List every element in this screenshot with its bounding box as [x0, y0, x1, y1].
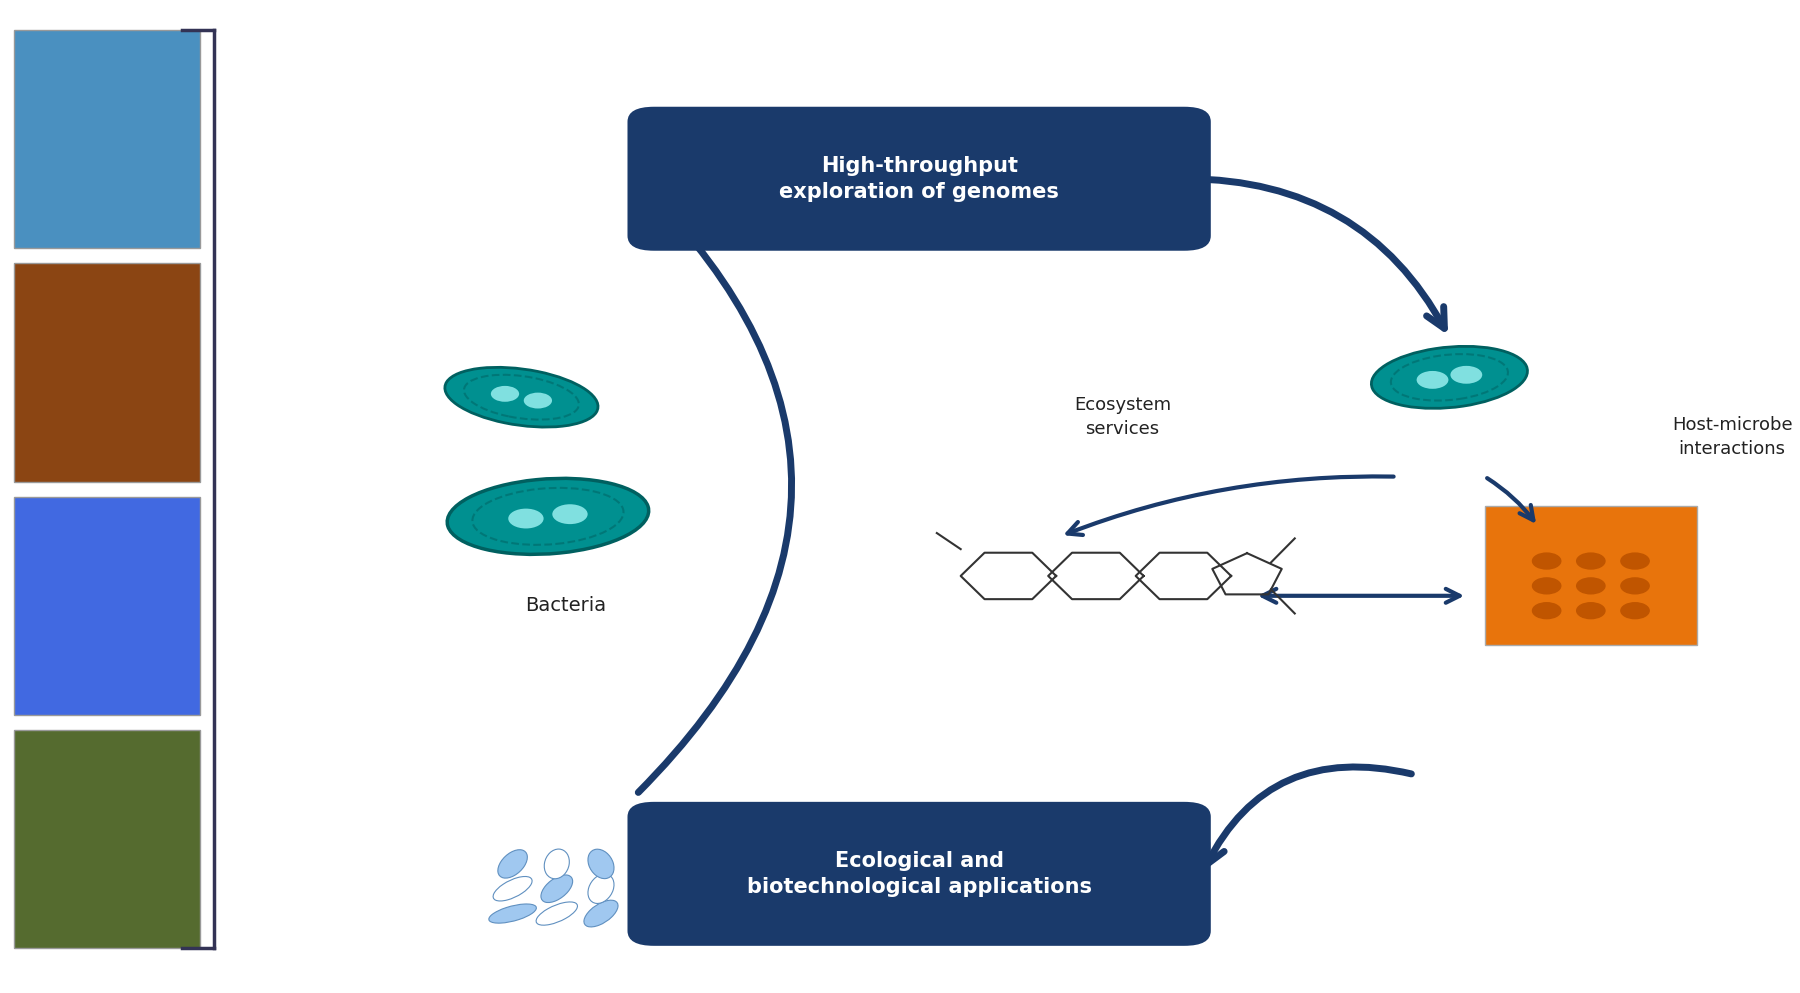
Circle shape [524, 392, 553, 408]
Ellipse shape [632, 874, 657, 904]
Ellipse shape [589, 874, 614, 904]
Text: Bacteria: Bacteria [526, 596, 607, 615]
Ellipse shape [446, 479, 648, 554]
FancyBboxPatch shape [628, 802, 1211, 945]
Ellipse shape [544, 849, 569, 879]
Circle shape [491, 386, 518, 402]
FancyBboxPatch shape [14, 496, 200, 715]
Circle shape [1577, 603, 1606, 619]
FancyBboxPatch shape [1485, 506, 1697, 645]
Circle shape [1532, 578, 1561, 594]
Circle shape [1451, 365, 1481, 383]
Circle shape [1620, 603, 1649, 619]
Ellipse shape [630, 850, 661, 878]
Text: High-throughput
exploration of genomes: High-throughput exploration of genomes [779, 156, 1058, 202]
Circle shape [553, 504, 587, 524]
Ellipse shape [589, 849, 614, 879]
Ellipse shape [499, 850, 527, 878]
Text: Ecological and
biotechnological applications: Ecological and biotechnological applicat… [747, 851, 1091, 897]
FancyBboxPatch shape [14, 263, 200, 482]
Ellipse shape [1372, 347, 1528, 408]
Ellipse shape [490, 904, 536, 923]
Circle shape [1532, 603, 1561, 619]
Circle shape [508, 508, 544, 528]
FancyBboxPatch shape [14, 730, 200, 948]
FancyBboxPatch shape [628, 107, 1211, 251]
Ellipse shape [542, 875, 572, 903]
Ellipse shape [493, 877, 533, 901]
Text: Ecosystem
services: Ecosystem services [1075, 396, 1172, 438]
Ellipse shape [536, 902, 578, 925]
Circle shape [1620, 553, 1649, 569]
Ellipse shape [445, 367, 598, 427]
Circle shape [1417, 371, 1449, 389]
Circle shape [1620, 578, 1649, 594]
Circle shape [1577, 578, 1606, 594]
Circle shape [1532, 553, 1561, 569]
Ellipse shape [583, 901, 617, 926]
Ellipse shape [632, 899, 659, 928]
Circle shape [1577, 553, 1606, 569]
FancyBboxPatch shape [14, 30, 200, 248]
Text: Host-microbe
interactions: Host-microbe interactions [1672, 416, 1793, 458]
